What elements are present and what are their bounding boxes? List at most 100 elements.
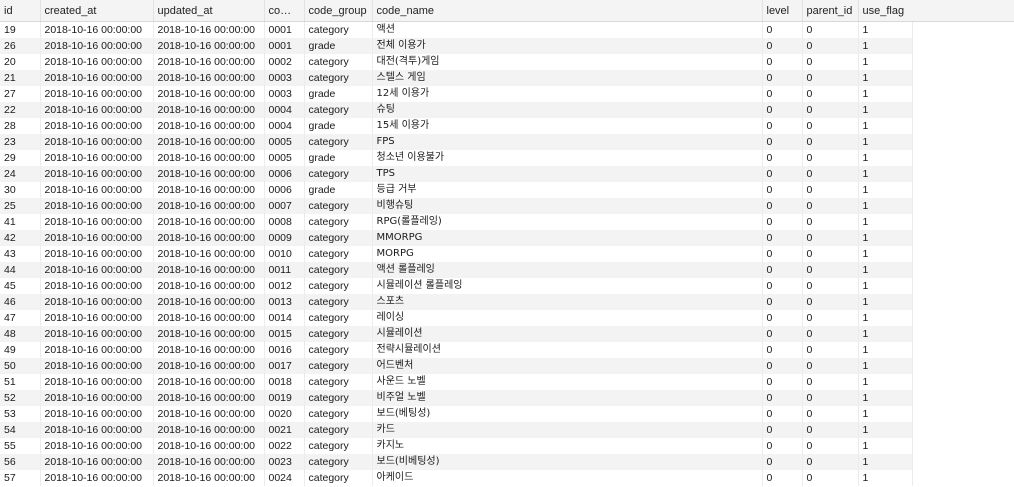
cell-use-flag[interactable]: 1 <box>858 390 913 406</box>
cell-use-flag[interactable]: 1 <box>858 150 913 166</box>
cell-id[interactable]: 22 <box>0 102 41 118</box>
cell-code-name[interactable]: 카드 <box>372 422 763 438</box>
cell-level[interactable]: 0 <box>762 86 803 102</box>
cell-level[interactable]: 0 <box>762 54 803 70</box>
cell-id[interactable]: 49 <box>0 342 41 358</box>
cell-code-group[interactable]: category <box>304 246 373 262</box>
cell-parent-id[interactable]: 0 <box>802 310 859 326</box>
cell-use-flag[interactable]: 1 <box>858 70 913 86</box>
table-row[interactable]: 25 2018-10-16 00:00:00 2018-10-16 00:00:00… <box>0 198 913 214</box>
cell-id[interactable]: 46 <box>0 294 41 310</box>
table-row[interactable]: 53 2018-10-16 00:00:00 2018-10-16 00:00:00… <box>0 406 913 422</box>
cell-parent-id[interactable]: 0 <box>802 182 859 198</box>
cell-use-flag[interactable]: 1 <box>858 182 913 198</box>
cell-code[interactable]: 0006 <box>264 182 305 198</box>
table-row[interactable]: 50 2018-10-16 00:00:00 2018-10-16 00:00:00… <box>0 358 913 374</box>
table-row[interactable]: 49 2018-10-16 00:00:00 2018-10-16 00:00:00… <box>0 342 913 358</box>
cell-use-flag[interactable]: 1 <box>858 38 913 54</box>
table-row[interactable]: 20 2018-10-16 00:00:00 2018-10-16 00:00:00… <box>0 54 913 70</box>
cell-level[interactable]: 0 <box>762 182 803 198</box>
table-row[interactable]: 23 2018-10-16 00:00:00 2018-10-16 00:00:00… <box>0 134 913 150</box>
cell-created-at[interactable]: 2018-10-16 00:00:00 <box>40 390 154 406</box>
cell-code-group[interactable]: category <box>304 438 373 454</box>
cell-code-group[interactable]: category <box>304 214 373 230</box>
table-row[interactable]: 22 2018-10-16 00:00:00 2018-10-16 00:00:00… <box>0 102 913 118</box>
table-row[interactable]: 55 2018-10-16 00:00:00 2018-10-16 00:00:00… <box>0 438 913 454</box>
cell-updated-at[interactable]: 2018-10-16 00:00:00 <box>153 54 265 70</box>
cell-code[interactable]: 0008 <box>264 214 305 230</box>
cell-code-name[interactable]: 시뮬레이션 롤플레잉 <box>372 278 763 294</box>
cell-use-flag[interactable]: 1 <box>858 102 913 118</box>
cell-updated-at[interactable]: 2018-10-16 00:00:00 <box>153 470 265 486</box>
cell-level[interactable]: 0 <box>762 150 803 166</box>
table-row[interactable]: 29 2018-10-16 00:00:00 2018-10-16 00:00:00… <box>0 150 913 166</box>
cell-level[interactable]: 0 <box>762 454 803 470</box>
cell-level[interactable]: 0 <box>762 342 803 358</box>
cell-updated-at[interactable]: 2018-10-16 00:00:00 <box>153 310 265 326</box>
cell-code-name[interactable]: 전략시뮬레이션 <box>372 342 763 358</box>
cell-code-name[interactable]: 액션 롤플레잉 <box>372 262 763 278</box>
cell-id[interactable]: 23 <box>0 134 41 150</box>
cell-parent-id[interactable]: 0 <box>802 422 859 438</box>
cell-code-group[interactable]: category <box>304 70 373 86</box>
cell-code-name[interactable]: 스포츠 <box>372 294 763 310</box>
cell-id[interactable]: 55 <box>0 438 41 454</box>
cell-updated-at[interactable]: 2018-10-16 00:00:00 <box>153 342 265 358</box>
cell-code-name[interactable]: MMORPG <box>372 230 763 246</box>
cell-id[interactable]: 24 <box>0 166 41 182</box>
cell-code-group[interactable]: grade <box>304 182 373 198</box>
cell-level[interactable]: 0 <box>762 262 803 278</box>
table-row[interactable]: 48 2018-10-16 00:00:00 2018-10-16 00:00:00… <box>0 326 913 342</box>
cell-use-flag[interactable]: 1 <box>858 326 913 342</box>
cell-code[interactable]: 0022 <box>264 438 305 454</box>
cell-updated-at[interactable]: 2018-10-16 00:00:00 <box>153 454 265 470</box>
table-row[interactable]: 54 2018-10-16 00:00:00 2018-10-16 00:00:00… <box>0 422 913 438</box>
cell-code-name[interactable]: MORPG <box>372 246 763 262</box>
cell-code[interactable]: 0016 <box>264 342 305 358</box>
cell-code-name[interactable]: 사운드 노벨 <box>372 374 763 390</box>
cell-updated-at[interactable]: 2018-10-16 00:00:00 <box>153 406 265 422</box>
cell-created-at[interactable]: 2018-10-16 00:00:00 <box>40 214 154 230</box>
cell-use-flag[interactable]: 1 <box>858 86 913 102</box>
cell-code-name[interactable]: 액션 <box>372 21 763 38</box>
cell-updated-at[interactable]: 2018-10-16 00:00:00 <box>153 118 265 134</box>
cell-created-at[interactable]: 2018-10-16 00:00:00 <box>40 358 154 374</box>
cell-code-group[interactable]: category <box>304 422 373 438</box>
cell-level[interactable]: 0 <box>762 470 803 486</box>
cell-use-flag[interactable]: 1 <box>858 134 913 150</box>
cell-use-flag[interactable]: 1 <box>858 278 913 294</box>
table-row[interactable]: 52 2018-10-16 00:00:00 2018-10-16 00:00:00… <box>0 390 913 406</box>
cell-level[interactable]: 0 <box>762 102 803 118</box>
cell-parent-id[interactable]: 0 <box>802 166 859 182</box>
cell-id[interactable]: 41 <box>0 214 41 230</box>
cell-level[interactable]: 0 <box>762 214 803 230</box>
table-row[interactable]: 46 2018-10-16 00:00:00 2018-10-16 00:00:00… <box>0 294 913 310</box>
cell-updated-at[interactable]: 2018-10-16 00:00:00 <box>153 246 265 262</box>
cell-code-group[interactable]: category <box>304 230 373 246</box>
cell-code[interactable]: 0023 <box>264 454 305 470</box>
cell-id[interactable]: 28 <box>0 118 41 134</box>
cell-parent-id[interactable]: 0 <box>802 294 859 310</box>
cell-code-name[interactable]: 보드(베팅성) <box>372 406 763 422</box>
cell-created-at[interactable]: 2018-10-16 00:00:00 <box>40 150 154 166</box>
cell-use-flag[interactable]: 1 <box>858 438 913 454</box>
cell-code[interactable]: 0021 <box>264 422 305 438</box>
cell-created-at[interactable]: 2018-10-16 00:00:00 <box>40 422 154 438</box>
cell-use-flag[interactable]: 1 <box>858 262 913 278</box>
cell-created-at[interactable]: 2018-10-16 00:00:00 <box>40 470 154 486</box>
cell-created-at[interactable]: 2018-10-16 00:00:00 <box>40 294 154 310</box>
cell-code[interactable]: 0019 <box>264 390 305 406</box>
cell-code[interactable]: 0015 <box>264 326 305 342</box>
cell-use-flag[interactable]: 1 <box>858 342 913 358</box>
cell-parent-id[interactable]: 0 <box>802 38 859 54</box>
cell-id[interactable]: 53 <box>0 406 41 422</box>
cell-code[interactable]: 0024 <box>264 470 305 486</box>
cell-code-name[interactable]: 아케이드 <box>372 470 763 486</box>
cell-code-name[interactable]: 15세 이용가 <box>372 118 763 134</box>
cell-code-group[interactable]: category <box>304 310 373 326</box>
cell-code-group[interactable]: category <box>304 134 373 150</box>
cell-updated-at[interactable]: 2018-10-16 00:00:00 <box>153 86 265 102</box>
cell-code-group[interactable]: category <box>304 470 373 486</box>
cell-parent-id[interactable]: 0 <box>802 374 859 390</box>
cell-updated-at[interactable]: 2018-10-16 00:00:00 <box>153 70 265 86</box>
